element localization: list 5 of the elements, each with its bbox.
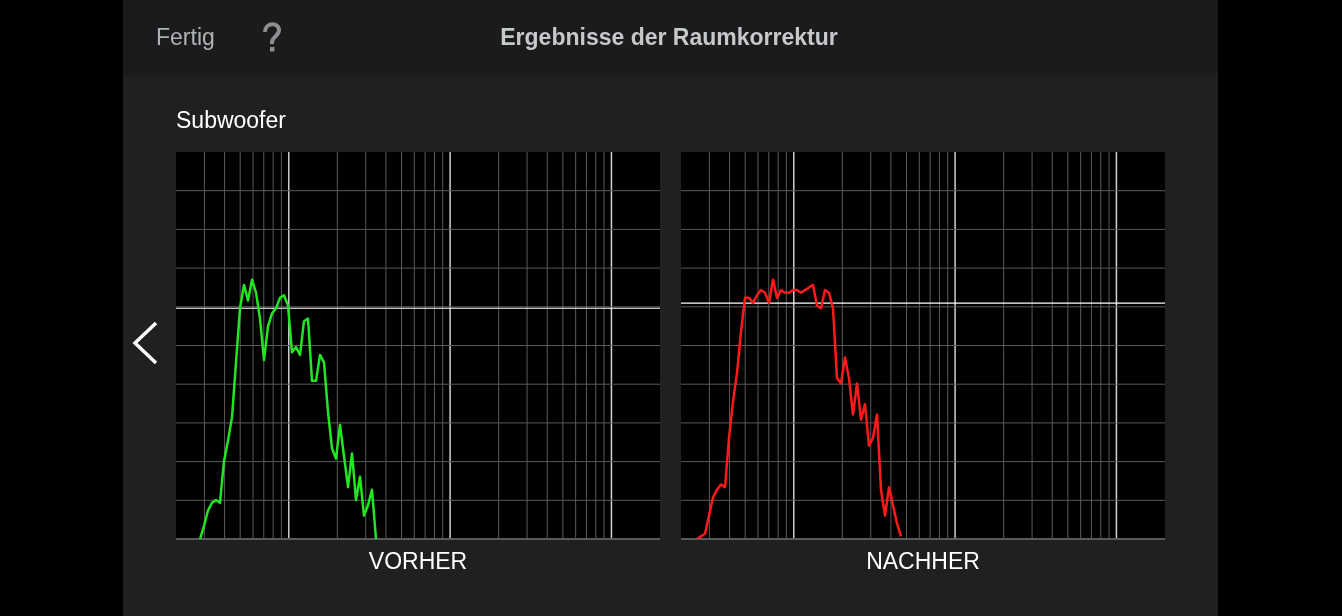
x-axis-title: NACHHER (866, 548, 980, 574)
x-axis-title: VORHER (368, 548, 468, 574)
chart-title: Ergebnisse der Raumkorrektur (500, 24, 838, 50)
text: Fertig (156, 24, 215, 50)
chart-subtitle: Subwoofer (176, 107, 287, 133)
